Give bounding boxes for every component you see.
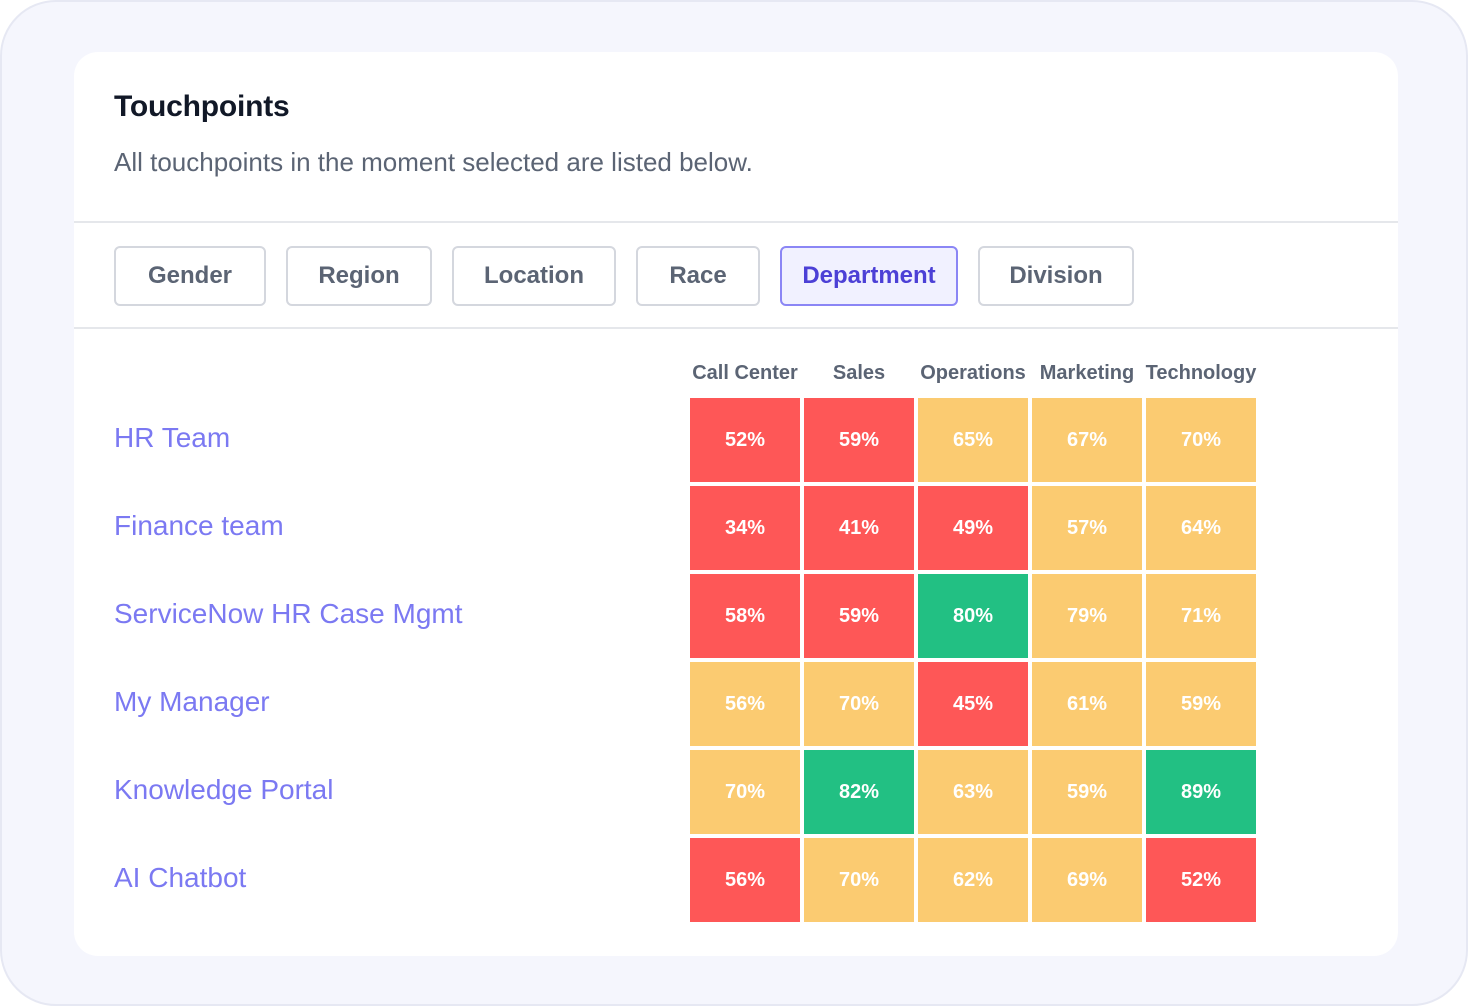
column-header: Call Center <box>692 362 798 384</box>
heatmap-cell[interactable]: 41% <box>804 486 914 570</box>
heatmap-cell[interactable]: 69% <box>1032 838 1142 922</box>
heatmap-cell[interactable]: 70% <box>1146 398 1256 482</box>
touchpoints-card: Touchpoints All touchpoints in the momen… <box>74 52 1398 956</box>
row-label[interactable]: My Manager <box>114 686 270 717</box>
heatmap-cell[interactable]: 56% <box>690 838 800 922</box>
heatmap-cell[interactable]: 57% <box>1032 486 1142 570</box>
heatmap-cell[interactable]: 79% <box>1032 574 1142 658</box>
heatmap-cell[interactable]: 82% <box>804 750 914 834</box>
divider-bottom <box>74 327 1398 329</box>
heatmap-cell[interactable]: 67% <box>1032 398 1142 482</box>
heatmap-cell[interactable]: 70% <box>690 750 800 834</box>
divider-top <box>74 221 1398 223</box>
filter-race-button[interactable]: Race <box>636 246 760 306</box>
heatmap-cell[interactable]: 34% <box>690 486 800 570</box>
heatmap-cell[interactable]: 64% <box>1146 486 1256 570</box>
heatmap-cell[interactable]: 49% <box>918 486 1028 570</box>
filter-division-button[interactable]: Division <box>978 246 1134 306</box>
filter-gender-button[interactable]: Gender <box>114 246 266 306</box>
card-subtitle: All touchpoints in the moment selected a… <box>114 147 753 177</box>
heatmap-cell[interactable]: 71% <box>1146 574 1256 658</box>
row-label[interactable]: HR Team <box>114 422 231 453</box>
row-label[interactable]: Knowledge Portal <box>114 774 334 805</box>
row-label[interactable]: ServiceNow HR Case Mgmt <box>114 598 463 629</box>
heatmap-cell[interactable]: 63% <box>918 750 1028 834</box>
heatmap-cell[interactable]: 56% <box>690 662 800 746</box>
row-label[interactable]: Finance team <box>114 510 284 541</box>
column-header: Operations <box>920 362 1026 384</box>
card-title: Touchpoints <box>114 90 290 123</box>
column-header: Technology <box>1145 362 1257 384</box>
heatmap-cell[interactable]: 89% <box>1146 750 1256 834</box>
heatmap-cell[interactable]: 62% <box>918 838 1028 922</box>
heatmap-cell[interactable]: 59% <box>1146 662 1256 746</box>
filter-department-button[interactable]: Department <box>780 246 958 306</box>
heatmap-cell[interactable]: 70% <box>804 662 914 746</box>
heatmap-cell[interactable]: 52% <box>1146 838 1256 922</box>
heatmap-cell[interactable]: 70% <box>804 838 914 922</box>
heatmap-cell[interactable]: 80% <box>918 574 1028 658</box>
heatmap-cell[interactable]: 45% <box>918 662 1028 746</box>
heatmap-cell[interactable]: 65% <box>918 398 1028 482</box>
heatmap-cell[interactable]: 58% <box>690 574 800 658</box>
heatmap-cell[interactable]: 59% <box>804 574 914 658</box>
heatmap-cell[interactable]: 59% <box>804 398 914 482</box>
column-header: Marketing <box>1039 362 1135 384</box>
filter-region-button[interactable]: Region <box>286 246 432 306</box>
filter-location-button[interactable]: Location <box>452 246 616 306</box>
column-header: Sales <box>832 362 886 384</box>
heatmap-cell[interactable]: 61% <box>1032 662 1142 746</box>
row-label[interactable]: AI Chatbot <box>114 862 247 893</box>
heatmap-cell[interactable]: 59% <box>1032 750 1142 834</box>
heatmap-cell[interactable]: 52% <box>690 398 800 482</box>
